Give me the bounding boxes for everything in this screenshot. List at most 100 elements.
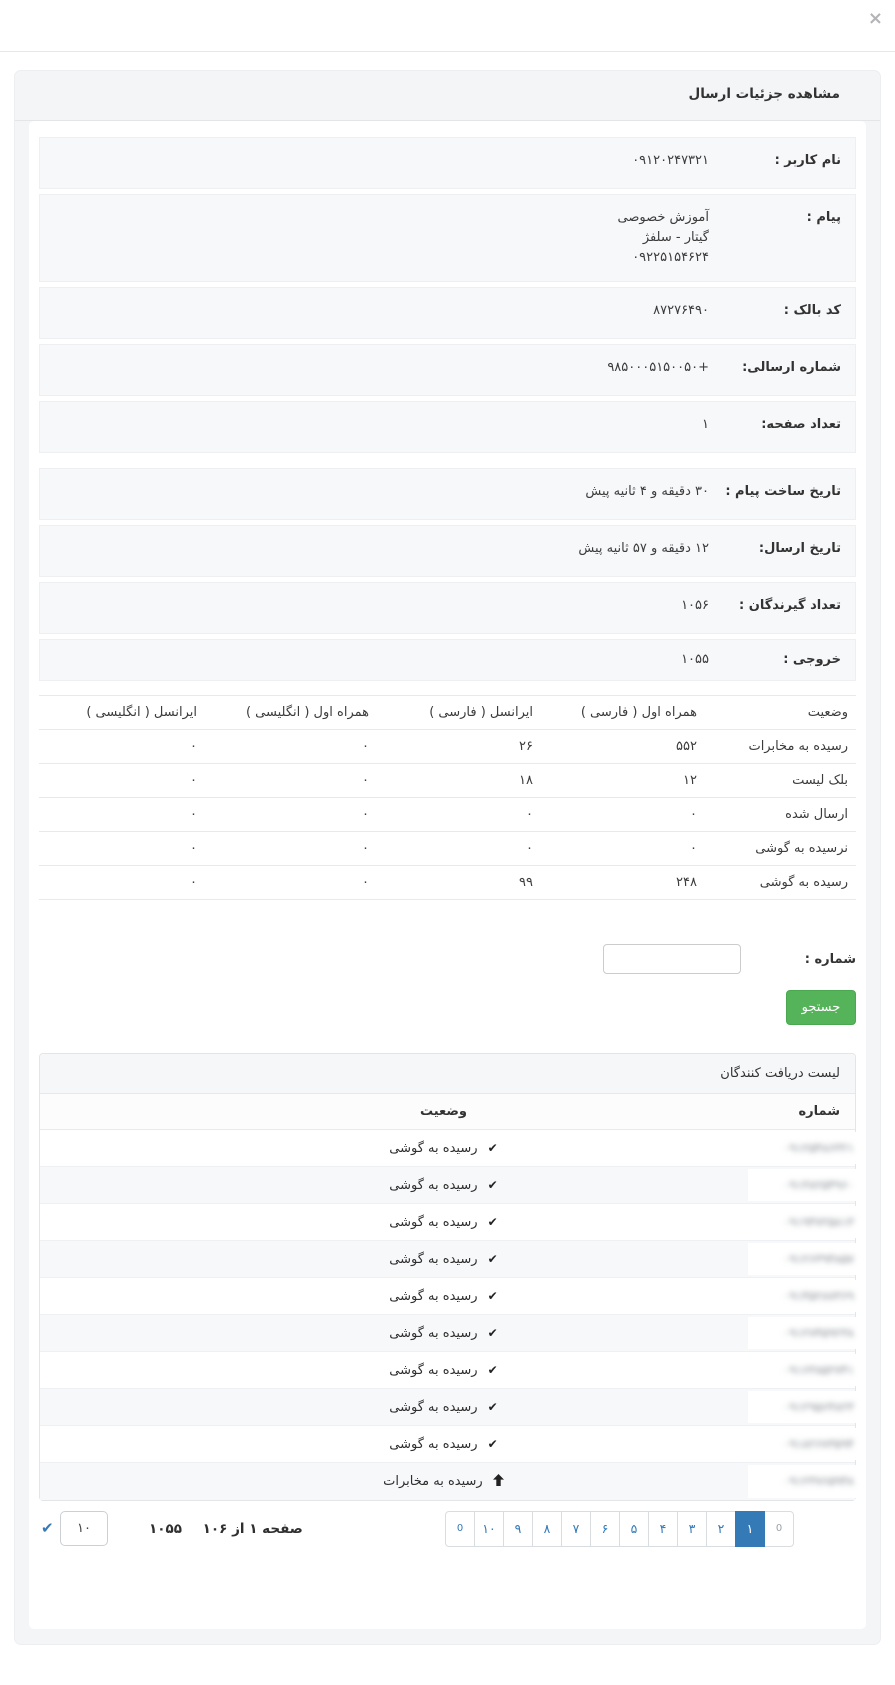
detail-value: آموزش خصوصی گیتار - سلفژ ۰۹۲۲۵۱۵۴۶۲۴	[617, 210, 709, 265]
status-table-cell: ۰	[39, 865, 205, 900]
per-page-select[interactable]: ۱۰	[60, 1510, 108, 1546]
recipient-number-cell: ۰۹۱۶۳۸۵۲۷۴۱	[692, 1351, 864, 1389]
recipient-status-cell: ✔ رسیده به گوشی	[40, 1425, 692, 1463]
recipient-status-label: رسیده به گوشی	[389, 1177, 482, 1193]
pagination-page-۵[interactable]: ۵	[619, 1510, 649, 1547]
status-table-cell: ۰	[205, 729, 377, 764]
recipient-row: ۰۹۱۴۵۲۸۷۳۶۹ ✔ رسیده به گوشی	[40, 1277, 864, 1315]
pagination-page-۸[interactable]: ۸	[532, 1510, 562, 1547]
recipient-number-cell: ۰۹۱۹۴۷۲۵۸۱۳	[692, 1203, 864, 1241]
detail-row-5: تاریخ ساخت پیام : ۳۰ دقیقه و ۴ ثانیه پیش	[39, 468, 856, 520]
total-count: ۱۰۵۵	[149, 1520, 182, 1537]
recipient-status-label: رسیده به گوشی	[389, 1325, 482, 1341]
status-table-cell: ۲۴۸	[541, 865, 705, 900]
status-table-row: ارسال شده ۰ ۰ ۰ ۰	[39, 797, 856, 832]
check-icon: ✔	[487, 1399, 498, 1414]
detail-label: نام کاربر :	[774, 153, 841, 168]
pagination-page-۲[interactable]: ۲	[706, 1510, 736, 1547]
detail-row-6: تاریخ ارسال: ۱۲ دقیقه و ۵۷ ثانیه پیش	[39, 525, 856, 577]
detail-label: کد بالک :	[783, 303, 841, 318]
recipients-table: شماره وضعیت ۰۹۱۲۵۴۸۶۳۲۱ ✔ رسیده به گوشی ۰۹…	[40, 1094, 864, 1500]
blurred-number: ۰۹۱۲۶۳۹۴۸۵۷	[748, 1243, 864, 1275]
status-table-cell: ۰	[377, 797, 541, 832]
number-search-input[interactable]	[602, 944, 741, 974]
check-icon: ✔	[487, 1177, 498, 1192]
detail-value: ۱۰۵۵	[681, 652, 709, 667]
detail-rows: نام کاربر : ۰۹۱۲۰۲۴۷۳۲۱ پیام : آموزش خصوصی گ…	[39, 137, 856, 681]
status-table-cell: ۰	[39, 797, 205, 832]
number-search-form: شماره :	[39, 944, 856, 974]
status-table-cell: ارسال شده	[705, 797, 856, 832]
detail-value: ۸۷۲۷۶۴۹۰	[653, 303, 709, 318]
detail-row-0: نام کاربر : ۰۹۱۲۰۲۴۷۳۲۱	[39, 137, 856, 189]
detail-label: خروجی :	[783, 652, 841, 667]
blurred-number: ۰۹۱۹۴۷۲۵۸۱۳	[748, 1206, 864, 1238]
status-table-row: نرسیده به گوشی ۰ ۰ ۰ ۰	[39, 831, 856, 866]
check-icon: ✔	[487, 1325, 498, 1340]
status-table-cell: ۰	[377, 831, 541, 866]
close-icon[interactable]: ×	[867, 8, 883, 29]
recipient-status-label: رسیده به گوشی	[389, 1251, 482, 1267]
recipient-row: ۰۹۱۲۹۵۶۴۸۲۳ ✔ رسیده به گوشی	[40, 1388, 864, 1426]
status-table-cell: ۹۹	[377, 865, 541, 900]
check-icon: ✔	[487, 1214, 498, 1229]
blurred-number: ۰۹۱۲۹۵۶۴۸۲۳	[748, 1391, 864, 1423]
detail-label: تعداد صفحه:	[761, 417, 841, 432]
pagination: 0 ۱ ۲ ۳ ۴ ۵ ۶ ۷ ۸ ۹ ۱۰ 0	[445, 1510, 794, 1547]
recipients-status-header: وضعیت	[40, 1094, 692, 1130]
search-button[interactable]: جستجو	[786, 990, 856, 1025]
detail-value: +۹۸۵۰۰۰۵۱۵۰۰۵۰	[607, 360, 709, 375]
status-table-cell: ۰	[205, 865, 377, 900]
recipient-status-label: رسیده به مخابرات	[383, 1473, 487, 1489]
recipient-status-cell: ✔ رسیده به گوشی	[40, 1314, 692, 1352]
pagination-prev-button[interactable]: 0	[764, 1510, 794, 1547]
recipients-panel: لیست دریافت کنندگان شماره وضعیت ۰۹۱۲۵۴۸۶…	[39, 1053, 864, 1501]
status-table-cell: ۰	[39, 763, 205, 798]
pagination-page-۴[interactable]: ۴	[648, 1510, 678, 1547]
recipient-row: ۰۹۱۲۵۴۸۶۳۲۱ ✔ رسیده به گوشی	[40, 1129, 864, 1167]
recipient-status-label: رسیده به گوشی	[389, 1436, 482, 1452]
recipient-row: ۰۹۱۶۳۸۵۲۷۴۱ ✔ رسیده به گوشی	[40, 1351, 864, 1389]
recipient-number-cell: ۰۹۱۸۲۶۷۳۵۹۴	[692, 1425, 864, 1463]
blurred-number: ۰۹۱۸۲۶۷۳۵۹۴	[748, 1428, 864, 1460]
blurred-number: ۰۹۱۶۳۸۵۲۷۴۱	[748, 1354, 864, 1386]
apply-check-icon[interactable]: ✔	[41, 1518, 54, 1537]
status-col-header: ایرانسل ( انگلیسی )	[39, 695, 205, 730]
recipient-row: ۰۹۱۸۲۶۷۳۵۹۴ ✔ رسیده به گوشی	[40, 1425, 864, 1463]
pagination-page-۱[interactable]: ۱	[735, 1510, 765, 1547]
pagination-page-۷[interactable]: ۷	[561, 1510, 591, 1547]
check-icon: ✔	[487, 1251, 498, 1266]
blurred-number: ۰۹۱۲۵۴۸۶۳۲۱	[748, 1132, 864, 1164]
blurred-number: ۰۹۱۲۳۷۶۵۹۴۸	[748, 1465, 864, 1498]
recipient-number-cell: ۰۹۱۳۸۲۵۴۹۶۰	[692, 1166, 864, 1204]
status-table-cell: ۱۸	[377, 763, 541, 798]
status-table-cell: ۱۲	[541, 763, 705, 798]
status-table-cell: ۰	[39, 831, 205, 866]
status-col-header: همراه اول ( انگلیسی )	[205, 695, 377, 730]
pagination-page-۱۰[interactable]: ۱۰	[474, 1510, 504, 1547]
send-details-modal: مشاهده جزئیات ارسال نام کاربر :۰۹۱۲۰۲۴۷۳…	[14, 70, 881, 1645]
recipient-status-cell: ✔ رسیده به گوشی	[40, 1351, 692, 1389]
pagination-footer: 0 ۱ ۲ ۳ ۴ ۵ ۶ ۷ ۸ ۹ ۱۰ 0 صفحه ۱ از ۱۰۶ ۱۰۵۵ ۱۰ ✔	[39, 1501, 856, 1629]
detail-label: تعداد گیرندگان :	[739, 598, 841, 613]
pagination-page-۶[interactable]: ۶	[590, 1510, 620, 1547]
status-col-header: ایرانسل ( فارسی )	[377, 695, 541, 730]
recipients-panel-title: لیست دریافت کنندگان	[40, 1054, 855, 1094]
status-table-cell: ۵۵۲	[541, 729, 705, 764]
detail-value: ۱۲ دقیقه و ۵۷ ثانیه پیش	[578, 541, 709, 556]
detail-label: تاریخ ساخت پیام :	[725, 484, 841, 499]
status-table-row: رسیده به گوشی ۲۴۸ ۹۹ ۰ ۰	[39, 865, 856, 900]
status-breakdown-table: وضعیت همراه اول ( فارسی ) ایرانسل ( فارسی …	[39, 695, 856, 900]
check-icon: ✔	[487, 1288, 498, 1303]
status-table-cell: بلک لیست	[705, 763, 856, 798]
status-table-row: بلک لیست ۱۲ ۱۸ ۰ ۰	[39, 763, 856, 798]
recipient-number-cell: ۰۹۱۲۶۳۹۴۸۵۷	[692, 1240, 864, 1278]
detail-row-8: خروجی : ۱۰۵۵	[39, 639, 856, 681]
pagination-page-۳[interactable]: ۳	[677, 1510, 707, 1547]
pagination-page-۹[interactable]: ۹	[503, 1510, 533, 1547]
pagination-next-button[interactable]: 0	[445, 1510, 475, 1547]
blurred-number: ۰۹۱۲۷۴۵۹۲۳۸	[748, 1317, 864, 1349]
modal-title: مشاهده جزئیات ارسال	[15, 71, 880, 121]
recipient-status-label: رسیده به گوشی	[389, 1399, 482, 1415]
recipient-status-cell: ✔ رسیده به گوشی	[40, 1388, 692, 1426]
